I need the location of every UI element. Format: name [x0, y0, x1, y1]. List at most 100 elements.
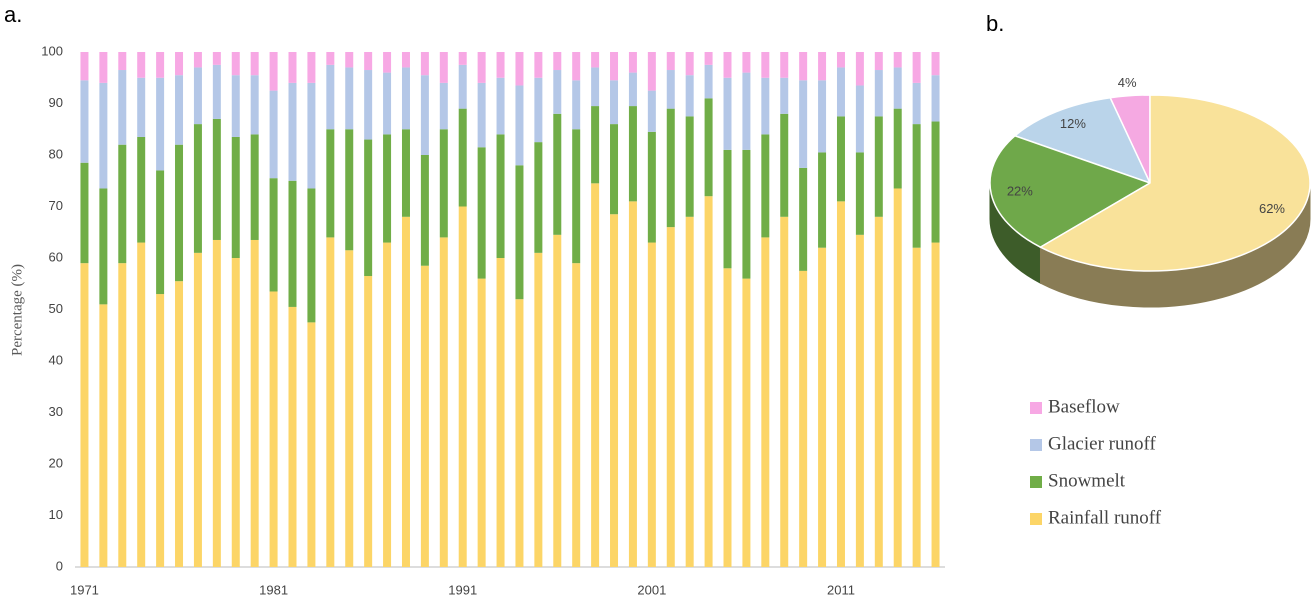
legend-swatch [1030, 439, 1042, 451]
bar-segment [458, 108, 467, 207]
bar-segment [269, 90, 278, 179]
bar-segment [515, 165, 524, 300]
bar-segment [477, 82, 486, 148]
bar-segment [156, 52, 165, 78]
bar-segment [137, 242, 146, 568]
bar-segment [269, 291, 278, 567]
bar-segment [99, 188, 108, 305]
bar-segment [628, 106, 637, 202]
bar-segment [326, 52, 335, 65]
bar-segment [647, 90, 656, 132]
bar-segment [685, 216, 694, 568]
bar-segment [874, 52, 883, 71]
bar-segment [269, 52, 278, 91]
bar-segment [742, 278, 751, 567]
y-tick-label: 10 [49, 507, 63, 522]
bar-segment [912, 52, 921, 83]
bar-segment [193, 124, 202, 253]
bar-segment [80, 80, 89, 163]
bar-segment [761, 77, 770, 135]
bar-segment [893, 108, 902, 189]
bar-segment [156, 294, 165, 567]
bar-segment [855, 52, 864, 86]
bar-segment [250, 134, 259, 240]
bar-segment [610, 124, 619, 215]
x-tick-label: 2011 [827, 582, 855, 597]
bar-segment [836, 52, 845, 68]
bar-segment [553, 70, 562, 114]
bar-segment [534, 77, 543, 143]
x-tick-label: 1971 [70, 582, 99, 597]
bar-segment [818, 247, 827, 567]
bar-segment [610, 214, 619, 567]
bar-segment [137, 136, 146, 243]
bar-segment [231, 52, 240, 76]
bar-segment [893, 188, 902, 567]
bar-segment [855, 152, 864, 235]
bar-segment [175, 75, 184, 145]
bar-segment [647, 131, 656, 243]
bar-segment [685, 52, 694, 76]
y-tick-label: 50 [49, 301, 63, 316]
bar-segment [610, 52, 619, 81]
bar-segment [364, 52, 373, 71]
bar-segment [666, 52, 675, 71]
bar-segment [496, 134, 505, 258]
bar-segment [931, 52, 940, 76]
bar-segment [874, 116, 883, 217]
bar-segment [212, 239, 221, 567]
bar-segment [534, 142, 543, 253]
bar-segment [420, 155, 429, 266]
bar-segment [307, 52, 316, 83]
bar-segment [591, 106, 600, 184]
bar-segment [364, 139, 373, 277]
bar-segment [118, 52, 127, 71]
bar-segment [345, 67, 354, 130]
bar-segment [231, 75, 240, 137]
bar-segment [628, 201, 637, 567]
bar-segment [761, 237, 770, 567]
bar-segment [288, 52, 297, 83]
bar-segment [572, 80, 581, 130]
bar-segment [250, 52, 259, 76]
bar-segment [836, 201, 845, 567]
y-tick-label: 40 [49, 352, 63, 367]
bar-segment [383, 72, 392, 135]
y-axis-title: Percentage (%) [9, 264, 25, 356]
bar-segment [420, 265, 429, 567]
bar-segment [80, 52, 89, 81]
bar-segment [515, 299, 524, 567]
bar-segment [912, 82, 921, 125]
bar-segment [931, 75, 940, 122]
y-tick-label: 0 [56, 558, 63, 573]
bar-segment [193, 67, 202, 125]
bar-segment [458, 52, 467, 65]
bar-segment [231, 136, 240, 258]
y-tick-label: 90 [49, 95, 63, 110]
bar-segment [80, 263, 89, 567]
legend-label: Snowmelt [1048, 470, 1126, 491]
bar-segment [250, 239, 259, 567]
pie-slice [1038, 94, 1311, 272]
bar-segment [118, 263, 127, 567]
bar-segment [780, 52, 789, 78]
bar-segment [231, 258, 240, 567]
bar-segment [893, 67, 902, 109]
bar-segment [439, 82, 448, 130]
bar-segment [723, 149, 732, 269]
bar-segment [307, 82, 316, 189]
bar-segment [742, 52, 751, 73]
pie-label: 22% [1007, 183, 1033, 198]
bar-segment [439, 52, 448, 83]
bar-segment [345, 129, 354, 251]
legend-swatch [1030, 476, 1042, 488]
legend-swatch [1030, 513, 1042, 525]
bar-segment [836, 67, 845, 117]
bar-segment [855, 234, 864, 567]
bar-segment [99, 304, 108, 567]
bar-segment [193, 252, 202, 567]
bar-segment [175, 52, 184, 76]
bar-segment [818, 80, 827, 153]
bar-segment [628, 72, 637, 107]
legend-label: Glacier runoff [1048, 433, 1156, 454]
